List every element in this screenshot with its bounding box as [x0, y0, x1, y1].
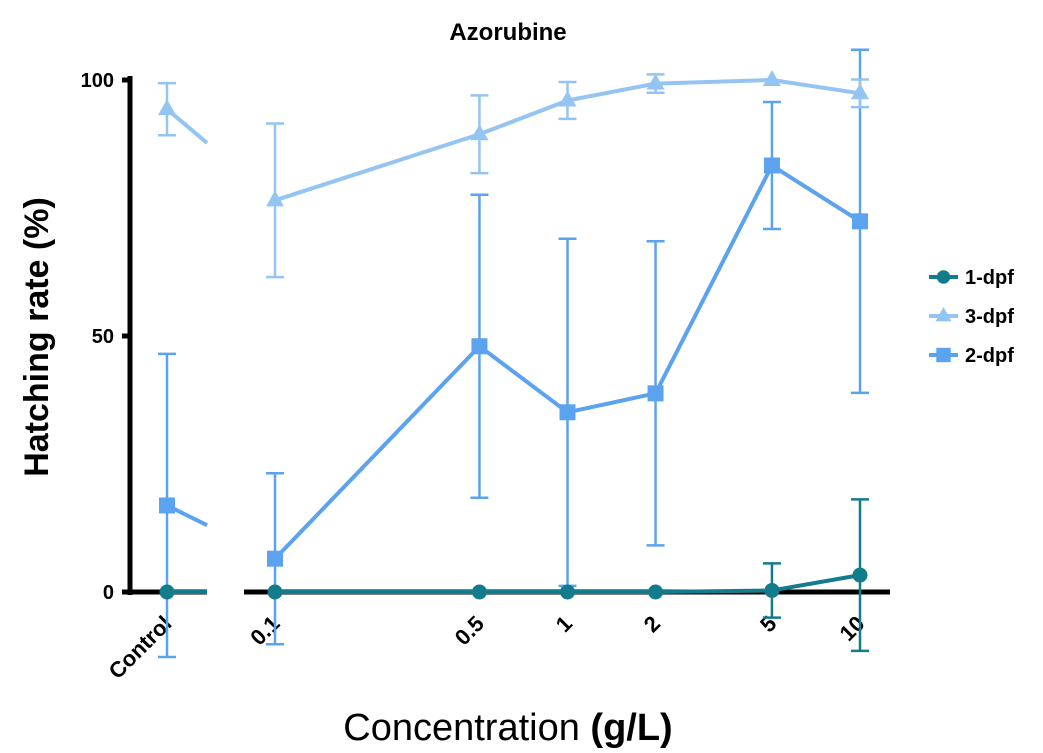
legend-item-1-dpf: 1-dpf: [929, 267, 1014, 289]
x-tick-label-2: 2: [639, 611, 665, 637]
series-2-dpf: [158, 48, 869, 659]
data-point-1-dpf-10: [852, 567, 868, 583]
y-axis-label: Hatching rate (%): [18, 197, 56, 477]
x-tick-label-0-5: 0.5: [450, 611, 489, 650]
data-point-2-dpf-10: [852, 213, 868, 230]
series-line-1-dpf: [275, 573, 861, 594]
legend-label-3-dpf: 3-dpf: [965, 306, 1014, 328]
axes: [122, 76, 890, 595]
x-axis-label: Concentration (g/L): [343, 707, 672, 749]
data-point-1-dpf-5: [764, 582, 780, 598]
data-point-2-dpf-2: [647, 385, 664, 402]
data-point-2-dpf-0.1: [267, 550, 283, 567]
x-tick-label-10: 10: [835, 611, 870, 646]
series-3-dpf: [158, 70, 869, 279]
data-point-3-dpf-Control: [158, 99, 176, 116]
data-point-1-dpf-0.5: [471, 584, 487, 600]
series-line-3-dpf: [274, 78, 861, 203]
x-tick-label-control: Control: [104, 611, 177, 684]
data-point-3-dpf-2: [646, 73, 665, 90]
legend-label-2-dpf: 2-dpf: [965, 345, 1014, 367]
legend-item-3-dpf: 3-dpf: [929, 306, 1014, 328]
data-point-1-dpf-1: [560, 584, 575, 600]
legend-label-1-dpf: 1-dpf: [965, 267, 1014, 289]
legend-marker-1-dpf: [936, 270, 951, 284]
data-point-2-dpf-5: [763, 157, 780, 174]
x-tick-label-1: 1: [551, 611, 577, 637]
x-axis-label-text: Concentration: [343, 707, 580, 749]
legend: 1-dpf 3-dpf 2-dpf: [929, 267, 1014, 367]
data-point-2-dpf-1: [559, 404, 576, 421]
data-point-3-dpf-0.5: [470, 124, 489, 141]
x-tick-labels: Control 0.1 0.5 1 2 5 10: [104, 611, 870, 684]
data-point-1-dpf-2: [648, 584, 664, 600]
series-line-2-dpf: [273, 163, 862, 561]
y-tick-labels: 0 50 100: [81, 70, 114, 604]
data-point-3-dpf-1: [558, 90, 577, 107]
data-point-2-dpf-Control: [159, 497, 175, 514]
x-axis-label-unit: (g/L): [590, 707, 672, 749]
data-point-3-dpf-0.1: [266, 190, 284, 207]
chart-title: Azorubine: [449, 19, 566, 46]
data-point-2-dpf-0.5: [471, 338, 488, 355]
legend-marker-2-dpf: [936, 347, 951, 363]
y-tick-label-100: 100: [81, 70, 114, 92]
plot-area: [158, 48, 869, 659]
data-point-3-dpf-5: [762, 70, 781, 86]
y-tick-label-50: 50: [92, 326, 114, 348]
legend-marker-3-dpf: [935, 307, 952, 322]
data-point-1-dpf-Control: [159, 584, 175, 600]
data-point-1-dpf-0.1: [267, 584, 283, 600]
x-tick-label-5: 5: [755, 611, 781, 637]
y-tick-label-0: 0: [103, 582, 114, 604]
legend-item-2-dpf: 2-dpf: [929, 345, 1014, 367]
data-point-3-dpf-10: [851, 83, 869, 100]
series-1-dpf: [159, 498, 869, 653]
